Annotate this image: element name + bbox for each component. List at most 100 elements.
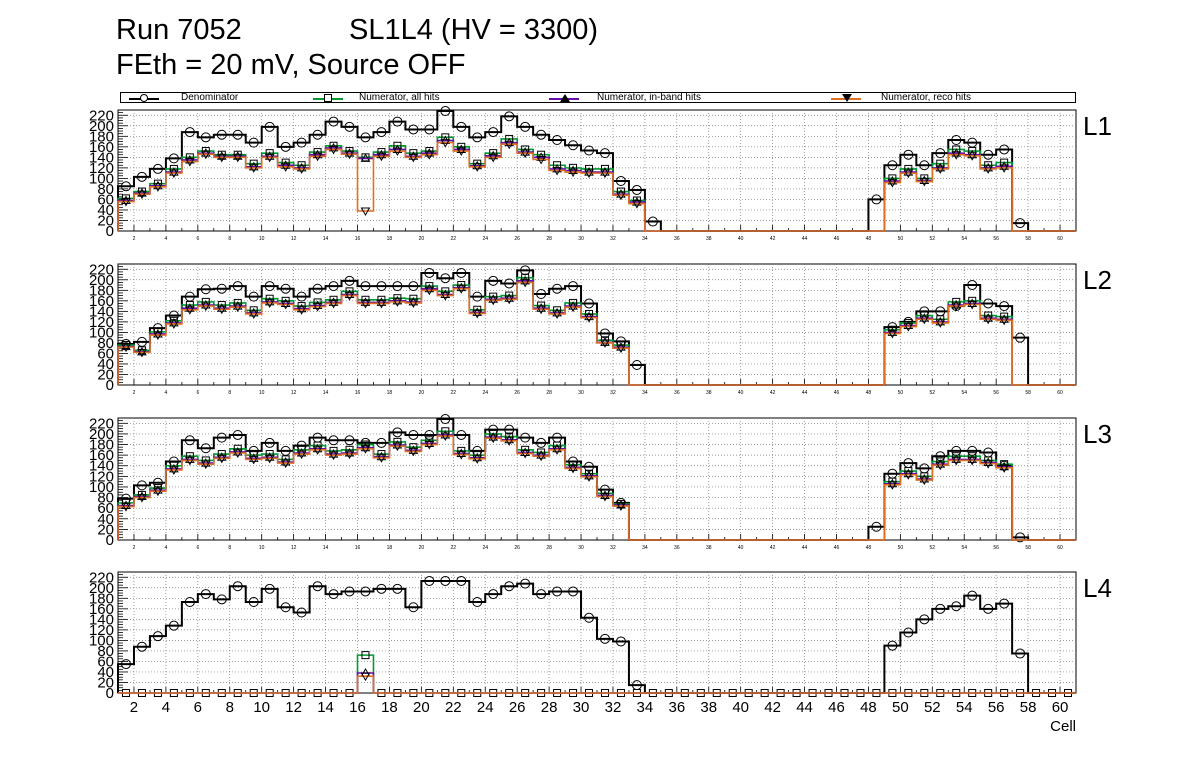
x-tick-label: 46 [834, 545, 840, 551]
data-point [903, 468, 914, 478]
data-point [504, 140, 515, 150]
x-tick-label: 10 [253, 699, 270, 716]
legend-label: Denominator [181, 92, 239, 103]
data-point [472, 163, 483, 172]
x-tick-label: 10 [259, 545, 265, 551]
data-point [296, 306, 307, 315]
data-point [392, 116, 403, 127]
series-line [118, 675, 1076, 694]
data-point [584, 298, 595, 309]
data-point [408, 447, 419, 457]
data-point [983, 460, 994, 469]
x-tick-label: 52 [924, 699, 941, 716]
data-point [152, 163, 163, 174]
data-point [935, 165, 946, 174]
y-tick-label: 100 [89, 170, 114, 187]
data-point [153, 328, 163, 338]
x-axis-title: Cell [1050, 718, 1076, 735]
data-point [328, 297, 339, 306]
x-tick-label: 2 [133, 545, 136, 551]
data-point [488, 434, 499, 444]
y-tick-label: 140 [89, 303, 114, 320]
data-point [536, 450, 546, 459]
data-point [1015, 532, 1026, 543]
data-point [232, 449, 243, 459]
data-point [568, 586, 579, 597]
data-point [488, 589, 499, 600]
data-point [887, 327, 898, 336]
data-point [871, 194, 882, 205]
data-point [312, 446, 323, 455]
data-point [328, 145, 339, 155]
data-point [967, 454, 978, 463]
x-tick-label: 20 [419, 545, 425, 551]
x-tick-label: 8 [228, 545, 231, 551]
data-point [200, 458, 211, 467]
data-point [152, 323, 163, 334]
y-tick-label: 60 [97, 653, 114, 670]
data-point [520, 147, 531, 156]
x-tick-label: 48 [860, 699, 877, 716]
data-point [216, 153, 227, 163]
data-point [536, 155, 546, 165]
data-point [615, 176, 626, 187]
data-point [967, 298, 978, 307]
data-point [296, 448, 307, 457]
data-point [983, 315, 994, 325]
x-tick-label: 56 [993, 545, 999, 551]
data-point [424, 267, 435, 278]
data-point [392, 583, 403, 594]
data-point [440, 289, 451, 299]
data-point [584, 314, 594, 323]
data-point [376, 149, 387, 159]
data-point [169, 320, 179, 329]
y-tick-label: 200 [89, 580, 114, 597]
data-point [296, 607, 307, 618]
data-point [344, 275, 355, 286]
circle-marker-icon [140, 94, 148, 102]
data-point [121, 503, 131, 512]
data-point [967, 301, 978, 310]
data-point [136, 480, 147, 491]
data-point [967, 280, 978, 291]
data-point [424, 575, 435, 586]
x-tick-label: 60 [1057, 390, 1063, 396]
data-point [137, 491, 147, 501]
data-point [312, 149, 323, 159]
data-point [120, 659, 131, 670]
data-point [935, 461, 946, 471]
data-point [424, 148, 435, 157]
data-point [584, 470, 594, 480]
data-point [248, 307, 259, 317]
x-tick-label: 24 [482, 390, 488, 396]
data-point [360, 281, 371, 292]
data-point [137, 190, 147, 200]
y-tick-label: 0 [106, 685, 114, 702]
data-point [903, 167, 914, 176]
x-tick-label: 28 [546, 545, 552, 551]
x-tick-label: 60 [1052, 699, 1069, 716]
x-tick-label: 18 [387, 236, 393, 242]
data-point [919, 476, 930, 486]
x-tick-label: 56 [993, 390, 999, 396]
data-point [153, 485, 163, 494]
data-point [424, 286, 435, 296]
data-point [584, 167, 594, 176]
data-point [360, 153, 371, 162]
layer-label: L1 [1083, 111, 1112, 141]
x-tick-label: 60 [1057, 545, 1063, 551]
data-point [328, 116, 339, 127]
data-point [360, 299, 371, 309]
data-point [616, 502, 626, 512]
x-tick-label: 46 [828, 699, 845, 716]
data-point [376, 127, 387, 138]
data-point [488, 275, 499, 286]
data-point [137, 346, 147, 356]
run-title: Run 7052 [116, 14, 242, 46]
y-tick-label: 60 [97, 191, 114, 208]
data-point [360, 672, 371, 682]
data-point [568, 281, 579, 292]
data-point [983, 298, 994, 309]
data-point [392, 427, 403, 438]
x-tick-label: 12 [285, 699, 302, 716]
